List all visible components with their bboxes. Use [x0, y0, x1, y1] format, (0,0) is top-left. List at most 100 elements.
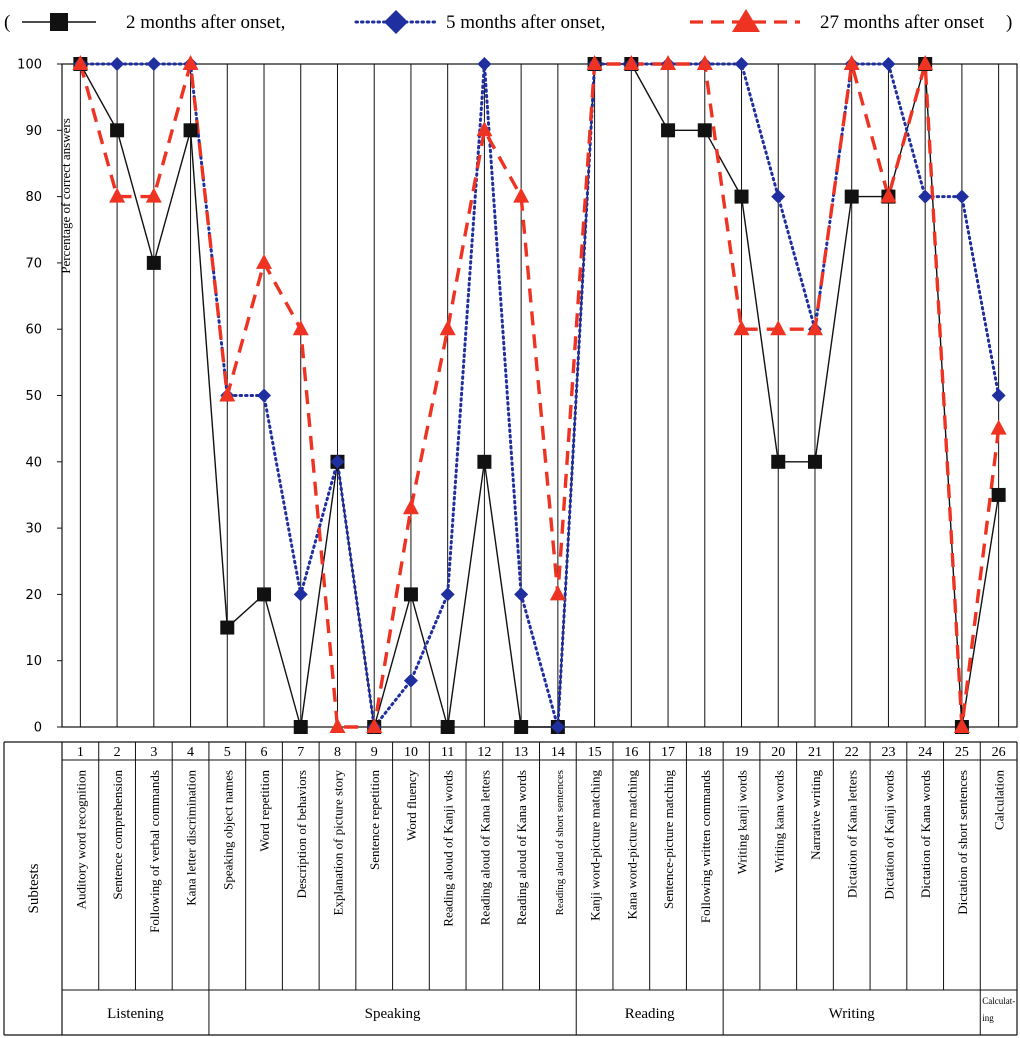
- subtest-number: 20: [771, 745, 785, 760]
- data-point: [183, 123, 198, 138]
- subtests-table: Subtests 1 Auditory word recognition 2 Sent…: [3, 741, 1018, 1036]
- data-point: [220, 620, 235, 635]
- data-point: [991, 487, 1006, 502]
- subtest-name: Writing kana words: [771, 770, 786, 873]
- data-point: [146, 57, 161, 71]
- subtest-name: Narrative writing: [808, 770, 823, 860]
- data-point: [182, 55, 199, 70]
- data-point: [661, 123, 676, 138]
- data-point: [146, 255, 161, 270]
- subtest-name: Reading aloud of Kanji words: [441, 770, 456, 927]
- subtest-name: Auditory word recognition: [73, 770, 88, 910]
- y-tick-label: 40: [25, 455, 42, 470]
- data-point: [514, 720, 529, 734]
- table-cells: 1 Auditory word recognition 2 Sentence comp…: [73, 745, 1015, 1023]
- subtest-number: 10: [404, 745, 418, 760]
- series-line: [79, 63, 1000, 728]
- data-point: [880, 187, 897, 203]
- data-point: [110, 57, 125, 71]
- subtest-number: 11: [441, 745, 454, 760]
- data-point: [440, 587, 455, 602]
- data-point: [991, 388, 1006, 403]
- data-point: [219, 386, 236, 402]
- subtest-name: Dictation of Kana letters: [845, 770, 860, 898]
- subtest-name: Word fluency: [404, 770, 419, 841]
- subtest-name: Writing kanji words: [735, 770, 750, 874]
- subtest-number: 12: [477, 745, 491, 760]
- y-tick-label: 70: [25, 256, 42, 271]
- data-point: [514, 587, 529, 602]
- subtest-number: 7: [297, 745, 304, 760]
- data-point: [477, 57, 492, 71]
- subtest-name: Calculation: [992, 770, 1007, 830]
- legend-close-paren: ): [1006, 12, 1012, 33]
- y-tick-label: 10: [25, 654, 42, 669]
- data-point: [550, 720, 565, 734]
- subtest-number: 2: [114, 745, 121, 760]
- y-axis: 0 10 20 30 40 50 60 70 80 90 100: [17, 58, 62, 736]
- series-5-months-after-onset: [78, 62, 1001, 729]
- subtest-name: Reading aloud of short sentences: [554, 770, 566, 915]
- data-point: [477, 454, 492, 469]
- data-point: [953, 718, 970, 733]
- subtest-number: 13: [514, 745, 528, 760]
- legend-marker-triangle: [732, 9, 760, 32]
- subtest-name: Sentence-picture matching: [661, 770, 676, 909]
- data-point: [733, 320, 750, 336]
- legend-open-paren: (: [4, 12, 10, 33]
- subtest-number: 14: [551, 745, 565, 760]
- y-tick-label: 30: [25, 522, 42, 537]
- group-label: Calculat-ing: [982, 996, 1015, 1023]
- data-point: [476, 121, 493, 137]
- subtest-name: Dictation of short sentences: [955, 770, 970, 915]
- subtest-name: Kana letter discrimination: [184, 770, 199, 906]
- data-point: [330, 454, 345, 469]
- subtest-name: Reading aloud of Kana words: [514, 770, 529, 925]
- subtest-name: Following written commands: [698, 770, 713, 923]
- data-point: [660, 55, 677, 70]
- plot-border: [61, 63, 1018, 728]
- data-point: [403, 673, 418, 688]
- data-point: [72, 55, 89, 70]
- data-point: [586, 55, 603, 70]
- data-point: [918, 189, 933, 204]
- legend-marker-square: [50, 13, 68, 31]
- legend: ( 2 months after onset, 5 months after o…: [4, 9, 1012, 34]
- subtest-name: Speaking object names: [220, 770, 235, 890]
- data-point: [807, 454, 822, 469]
- y-tick-label: 0: [34, 721, 42, 736]
- group-label: Listening: [107, 1006, 164, 1022]
- subtest-number: 25: [955, 745, 969, 760]
- legend-label-27-months: 27 months after onset: [820, 12, 985, 33]
- y-tick-label: 90: [25, 124, 42, 139]
- markers-27-months-after-onset: [72, 55, 1007, 733]
- series-line: [78, 62, 1001, 729]
- data-point: [145, 187, 162, 203]
- subtest-number: 22: [845, 745, 859, 760]
- data-point: [257, 587, 272, 602]
- subtest-number: 24: [918, 745, 932, 760]
- subtest-name: Reading aloud of Kana letters: [477, 770, 492, 925]
- data-point: [881, 57, 896, 71]
- data-point: [292, 320, 309, 336]
- subtest-number: 6: [261, 745, 268, 760]
- data-point: [293, 720, 308, 734]
- subtest-number: 9: [371, 745, 378, 760]
- subtest-name: Dictation of Kanji words: [881, 770, 896, 900]
- data-point: [366, 718, 383, 733]
- markers-5-months-after-onset: [73, 57, 1006, 734]
- y-tick-label: 80: [25, 190, 42, 205]
- subtest-number: 3: [150, 745, 157, 760]
- data-point: [990, 419, 1007, 435]
- data-point: [403, 587, 418, 602]
- data-point: [513, 187, 530, 203]
- data-point: [549, 585, 566, 601]
- series-layer: [72, 55, 1007, 734]
- subtest-name: Word repetition: [257, 770, 272, 852]
- data-point: [844, 189, 859, 204]
- data-point: [771, 189, 786, 204]
- data-point: [257, 388, 272, 403]
- y-tick-label: 100: [17, 58, 42, 73]
- subtest-name: Following of verbal commands: [147, 770, 162, 933]
- data-point: [696, 55, 713, 70]
